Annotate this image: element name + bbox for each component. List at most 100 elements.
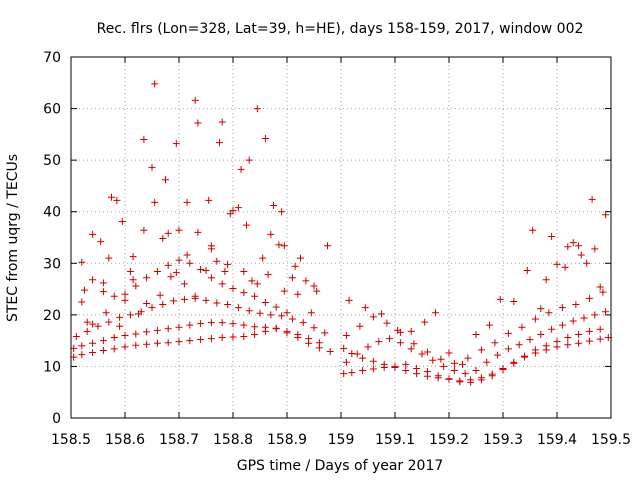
data-point [418,350,426,358]
data-point [575,242,583,250]
data-point [78,258,86,266]
data-point [569,239,577,247]
data-point [464,354,472,362]
data-point [261,134,269,142]
data-point [359,367,367,375]
data-point [445,349,453,357]
data-point [151,80,159,88]
data-point [345,296,353,304]
data-point [121,331,129,339]
data-point [140,226,148,234]
data-point [218,280,226,288]
data-point [510,359,518,367]
data-point [272,324,280,332]
data-point [591,311,599,319]
data-point [183,198,191,206]
data-point [596,325,604,333]
data-point [407,327,415,335]
data-point [72,333,80,341]
data-point [83,327,91,335]
data-point [491,339,499,347]
x-tick-label: 158.6 [105,432,145,448]
data-point [113,196,121,204]
data-point [342,358,350,366]
data-point [207,319,215,327]
data-point [183,251,191,259]
data-point [310,282,318,290]
data-point [132,330,140,338]
data-point [421,318,429,326]
data-point [194,228,202,236]
data-point [378,310,385,318]
plot-frame [70,56,612,419]
data-point [515,341,523,349]
data-point [575,339,583,347]
data-point [164,339,172,347]
data-point [116,313,124,321]
data-point [143,328,151,336]
data-point [148,304,156,312]
data-point [105,318,113,326]
data-point [402,360,410,368]
data-point [121,290,129,298]
data-point [488,372,496,380]
data-point [172,269,180,277]
y-tick-label: 0 [52,411,61,427]
data-point [321,329,329,337]
data-point [251,330,259,338]
y-axis-label: STEC from uqrg / TECUs [5,154,21,322]
data-point [558,321,566,329]
chart-title: Rec. flrs (Lon=328, Lat=39, h=HE), days … [97,21,584,37]
data-point [429,356,437,364]
data-point [245,156,253,164]
data-point [434,372,442,380]
data-point [97,238,105,246]
data-point [450,367,458,375]
data-point [521,352,529,360]
data-point [180,280,188,288]
data-point [186,259,194,267]
data-point [537,305,545,313]
data-point [132,282,140,290]
data-point [175,323,183,331]
data-point [259,254,267,262]
data-point [307,309,315,317]
data-point [496,295,504,303]
data-point [467,378,475,386]
data-point [486,321,493,329]
data-point [294,290,302,298]
data-point [380,363,388,371]
data-point [278,208,286,216]
data-point [410,340,418,348]
x-tick-label: 159.5 [591,432,631,448]
data-point [483,358,491,366]
data-point [229,320,237,328]
data-point [288,274,296,282]
data-point [394,326,402,334]
data-point [89,230,97,238]
data-point [251,323,259,331]
data-point [531,315,539,323]
y-tick-label: 10 [43,359,61,375]
x-tick-label: 158.5 [51,432,91,448]
data-point [118,218,126,226]
data-point [153,339,161,347]
data-point [186,321,194,329]
data-point [542,276,550,284]
data-point [202,267,210,275]
data-point [256,309,264,317]
data-point [99,337,107,345]
y-tick-label: 40 [43,205,61,221]
y-tick-label: 20 [43,308,61,324]
data-point [494,351,502,359]
data-point [175,338,183,346]
data-point [143,300,151,308]
data-point [545,309,553,317]
data-point [583,259,591,267]
data-point [445,375,453,383]
data-point [477,376,485,384]
data-point [356,322,364,330]
x-tick-label: 158.8 [213,432,253,448]
data-point [224,260,232,268]
